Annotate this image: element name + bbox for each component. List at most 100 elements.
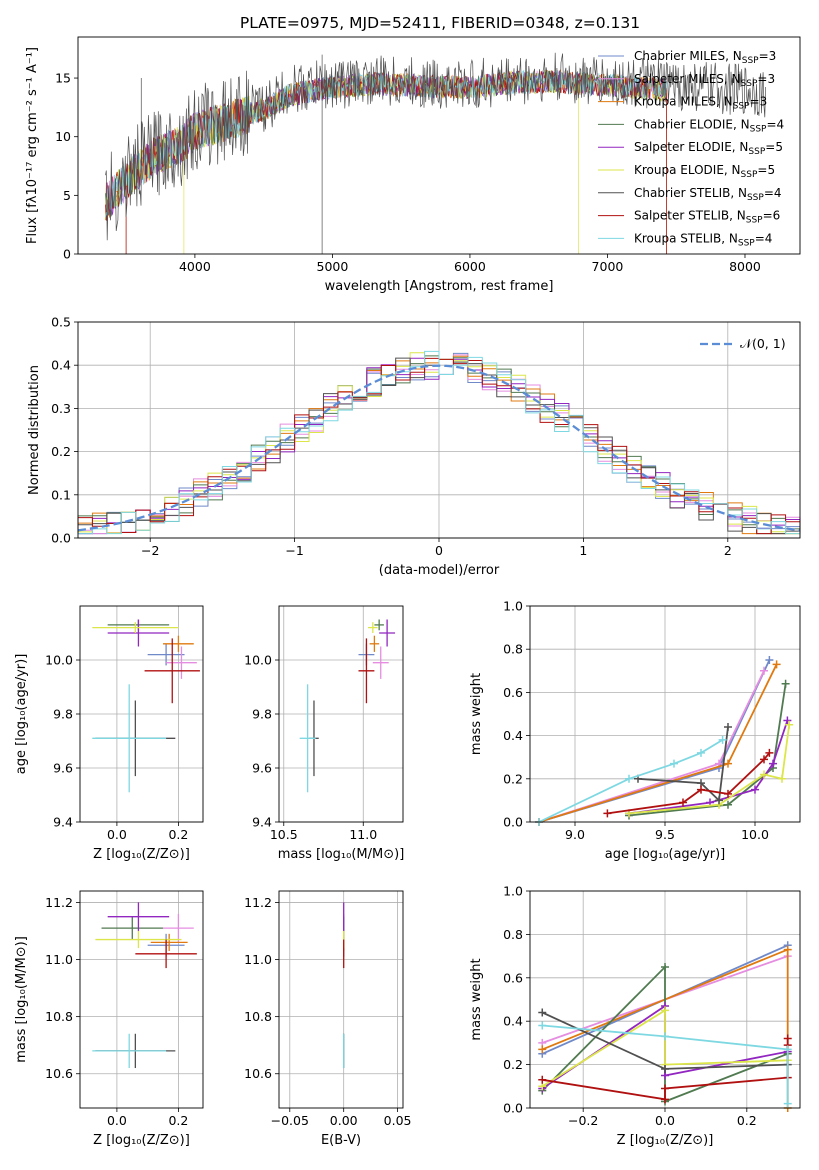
x-tick-label: 4000: [179, 259, 211, 274]
mass-weight-marker: [538, 1045, 547, 1054]
y-tick-label: 0.4: [51, 358, 71, 373]
spectrum-line: [105, 70, 667, 254]
legend-text: Chabrier MILES, N: [634, 49, 742, 63]
x-tick-label: 11.0: [349, 827, 377, 842]
x-tick-label: 10.0: [741, 827, 769, 842]
mass-weight-line: [538, 670, 765, 823]
legend-value: =4: [766, 117, 784, 131]
x-axis-label: wavelength [Angstrom, rest frame]: [325, 279, 554, 294]
y-tick-label: 5: [63, 188, 71, 203]
spectrum-axes: [105, 52, 766, 254]
y-tick-label: 0.4: [503, 1014, 523, 1029]
x-tick-label: 8000: [729, 259, 761, 274]
y-tick-label: 10.0: [45, 653, 73, 668]
mass-weight-marker: [765, 656, 774, 664]
x-axis-label: Z [log₁₀(Z/Z⊙)]: [93, 847, 190, 862]
legend-label: Kroupa STELIB, NSSP=4: [634, 231, 772, 248]
y-tick-label: 0.6: [503, 685, 523, 700]
mass-weight-marker: [538, 1008, 547, 1017]
y-tick-label: 9.6: [252, 761, 272, 776]
y-tick-label: 0.0: [503, 1101, 523, 1116]
plot-frame: [278, 890, 404, 1109]
x-tick-label: 0.2: [168, 1113, 188, 1128]
mass-weight-line: [542, 1024, 789, 1104]
legend-value: =5: [765, 140, 783, 154]
normal-curve: [77, 364, 801, 532]
figure-title: PLATE=0975, MJD=52411, FIBERID=0348, z=0…: [240, 14, 640, 32]
legend-value: =4: [755, 231, 773, 245]
x-tick-label: 0.2: [168, 827, 188, 842]
mass-weight-marker: [783, 716, 792, 725]
mass-weight-marker: [765, 748, 774, 757]
mass-weight-marker: [603, 809, 612, 818]
mass-weight-marker: [538, 1075, 547, 1084]
y-tick-label: 11.2: [45, 895, 73, 910]
mass-weight-vs-Z-frame: −0.2 0.0 0.2 0.0 0.2 0.4 0.6 0.8 1.0 Z [log₁₀(Z/Z…: [469, 884, 801, 1148]
y-tick-label: 0: [63, 247, 71, 262]
age-vs-mass-frame: 10.5 11.0 9.4 9.6 9.8 10.0 mass [log₁₀(M/M⊙)]: [244, 605, 405, 862]
mass-vs-EBV-frame: −0.05 0.00 0.05 10.6 10.8 11.0 11.2 E(B-V): [244, 890, 412, 1148]
age-vs-mass-axes: [279, 606, 403, 823]
y-tick-label: 1.0: [503, 884, 523, 899]
mass-weight-marker: [661, 1095, 669, 1104]
legend-subscript: SSP: [747, 193, 764, 203]
y-tick-label: 0.2: [51, 444, 71, 459]
histogram-series: [77, 350, 801, 538]
mass-weight-marker: [661, 1084, 669, 1093]
residuals-axes: [77, 321, 801, 539]
mass-weight-marker: [661, 962, 669, 971]
y-tick-label: 10.0: [244, 653, 272, 668]
x-axis-label: (data-model)/error: [379, 563, 500, 578]
y-tick-label: 0.1: [51, 487, 71, 502]
legend-text: Kroupa MILES, N: [634, 95, 733, 109]
legend-label: Chabrier ELODIE, NSSP=4: [634, 117, 784, 134]
plot-frame: [79, 890, 204, 1109]
x-tick-label: 7000: [592, 259, 624, 274]
x-axis-label: age [log₁₀(age/yr)]: [605, 847, 726, 862]
mass-weight-line: [637, 726, 729, 803]
legend-text: Kroupa ELODIE, N: [634, 163, 741, 177]
x-tick-label: 0: [435, 543, 443, 558]
legend-text: Kroupa STELIB, N: [634, 231, 738, 245]
y-tick-label: 10.8: [45, 1009, 73, 1024]
legend-subscript: SSP: [748, 147, 765, 157]
legend-subscript: SSP: [738, 238, 755, 248]
y-tick-label: 11.0: [45, 952, 73, 967]
legend-value: =3: [750, 95, 768, 109]
legend-value: =4: [764, 186, 782, 200]
y-tick-label: 0.2: [503, 1057, 523, 1072]
y-tick-label: 15: [55, 71, 71, 86]
spectrum-line: [105, 69, 667, 254]
legend-label: Salpeter ELODIE, NSSP=5: [634, 140, 783, 157]
mass-weight-marker: [718, 735, 727, 744]
x-axis-label: E(B-V): [321, 1133, 361, 1148]
mass-weight-marker: [751, 785, 759, 794]
mass-weight-marker: [760, 755, 768, 764]
x-tick-label: 0.2: [737, 1113, 757, 1128]
y-tick-label: 9.6: [53, 761, 73, 776]
legend-label: 𝒩(0, 1): [740, 336, 786, 351]
y-axis-label: Flux [fλ10⁻¹⁷ erg cm⁻² s⁻¹ A⁻¹]: [25, 47, 40, 244]
y-tick-label: 11.2: [244, 895, 272, 910]
y-tick-label: 9.8: [53, 707, 73, 722]
legend-value: =3: [757, 72, 775, 86]
y-axis-label: mass weight: [469, 673, 484, 755]
age-vs-Z-axes: [80, 606, 203, 823]
y-tick-label: 0.0: [503, 815, 523, 830]
y-tick-label: 1.0: [503, 599, 523, 614]
x-tick-label: 9.0: [565, 827, 585, 842]
legend-subscript: SSP: [750, 124, 767, 134]
x-axis-label: mass [log₁₀(M/M⊙)]: [278, 847, 405, 862]
y-axis-label: Normed distribution: [27, 365, 42, 495]
x-tick-label: 0.05: [384, 1113, 412, 1128]
y-tick-label: 0.4: [503, 728, 523, 743]
legend-value: =3: [759, 49, 777, 63]
y-axis-label: mass weight: [469, 958, 484, 1040]
mass-weight-marker: [538, 1021, 547, 1030]
mass-weight-marker: [783, 1099, 792, 1108]
mass-weight-vs-age-axes: [530, 605, 800, 826]
x-tick-label: 2: [724, 543, 732, 558]
y-tick-label: 0.8: [503, 927, 523, 942]
legend-label: Chabrier MILES, NSSP=3: [634, 49, 776, 66]
